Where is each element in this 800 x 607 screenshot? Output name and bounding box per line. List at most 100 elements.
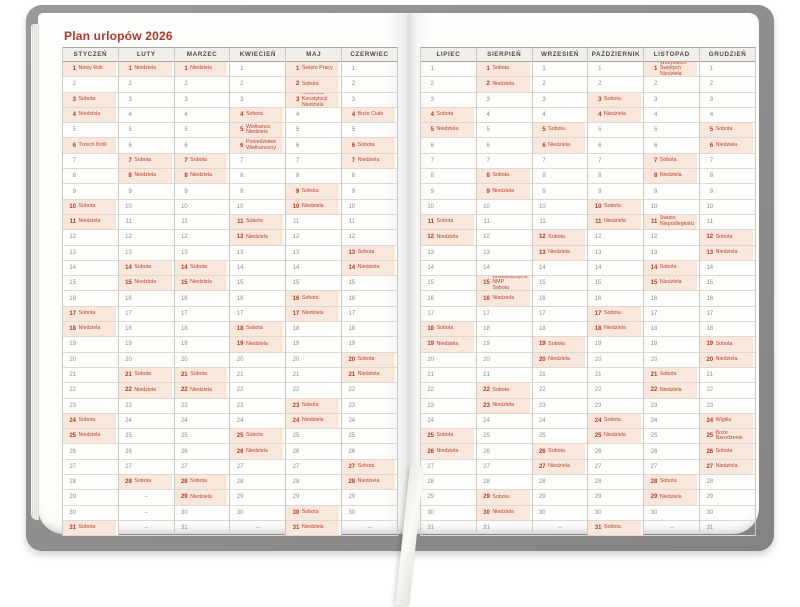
day-number: 10 [125,203,132,210]
day-number: 6 [295,142,300,149]
day-number: 19 [427,341,434,348]
day-number: 18 [706,326,714,333]
day-cell: 28 [421,475,476,491]
day-number: 19 [292,341,300,348]
day-number: 2 [598,81,602,88]
day-cell: 10 [230,200,286,215]
day-cell: 22 [588,383,644,399]
day-cell: 13 [421,246,476,261]
month-header: KWIECIEŃ [230,47,286,62]
day-cell: 10 [421,200,476,215]
day-cell: 20 [286,353,342,368]
day-cell: 15 [342,276,397,292]
day-cell: 26 Niedziela [421,444,476,460]
day-number: 18 [180,326,188,333]
day-cell: 9 Niedziela [476,184,532,200]
day-cell: 18 [644,322,700,338]
month-column: LUTY 1 Niedziela 2 3 4 5 6 7 Sobota 8 Niedziela 9 10 1… [117,47,174,537]
day-number: 14 [180,265,188,271]
day-label: Sobota [245,218,263,225]
day-number: 1 [542,66,546,73]
day-number: 15 [483,280,490,287]
day-number: 9 [240,188,244,195]
day-cell: 2 [700,77,755,93]
day-number: 2 [486,81,490,88]
day-number: 13 [69,249,76,256]
day-cell: 28 [532,475,588,491]
day-number: 7 [184,157,188,164]
day-cell: 6 [174,138,230,154]
day-number: 24 [69,417,76,424]
day-cell: 20 [476,353,532,368]
day-label: Sobota [134,157,152,164]
day-cell: 25 [644,429,700,445]
day-number: 15 [348,280,356,287]
month-header: LUTY [118,47,174,62]
day-cell: 8 [63,169,118,185]
day-cell: 29 Niedziela [644,490,700,506]
day-cell: 18 [700,322,755,338]
day-cell: 17 [644,307,700,323]
day-cell: 1 Święto Pracy [286,62,342,78]
day-number: 22 [292,387,300,394]
day-cell: 23 [342,399,397,414]
day-number: 29 [69,494,76,501]
day-cell: 10 [532,200,588,215]
day-cell: – [342,521,397,537]
day-label: Niedziela [603,111,626,118]
day-cell: 13 [644,246,700,261]
day-cell: 6 Niedziela [532,138,588,154]
day-cell: 22 [700,383,755,399]
day-number: 13 [483,249,490,256]
day-number: 27 [594,463,602,470]
day-cell: 8 Niedziela [118,169,174,185]
day-number: 4 [430,112,434,119]
day-number: 1 [709,66,714,73]
day-number: 13 [650,249,658,256]
day-number: 20 [236,356,244,363]
day-label: Sobota [301,508,319,515]
day-label: Sobota [301,80,319,87]
day-cell: 9 [342,184,397,200]
day-cell: 15 [286,276,342,292]
day-cell: 5 Sobota [700,123,755,139]
day-cell: 9 [118,184,174,200]
day-cell: 16 [700,291,755,307]
day-cell: 12 [174,230,230,246]
day-number: 22 [69,387,76,394]
day-cell: 26 [476,444,532,460]
day-cell: 31 [700,521,755,537]
day-number: 27 [650,463,658,470]
day-cell: 25 Sobota [230,429,286,445]
day-number: 20 [650,356,658,363]
day-number: 28 [483,479,490,486]
day-number: 27 [706,463,714,470]
day-label: Niedziela [715,248,738,255]
month-header: MARZEC [174,47,230,62]
day-number: 16 [706,295,714,302]
day-label: Niedziela [548,355,570,362]
day-number: 22 [706,387,714,394]
day-cell: 19 [476,337,532,353]
day-cell: 29 [421,490,476,506]
day-cell: 14 Sobota [644,260,700,277]
day-number: 28 [427,479,434,486]
day-number: 25 [180,433,188,440]
day-number: 15 [538,280,546,287]
month-header: GRUDZIEŃ [700,47,755,62]
day-number: 23 [650,402,658,409]
day-number: 29 [180,494,188,501]
day-number: 16 [538,295,546,302]
day-number: 15 [650,280,658,287]
day-cell: 15 Niedziela [174,276,230,292]
day-label: Niedziela [190,172,212,179]
day-cell: 23 [230,399,286,414]
day-label: Sobota [134,371,152,378]
day-cell: 15 [588,276,644,292]
day-cell: 14 [532,261,588,277]
day-label: Sobota [659,371,677,378]
day-cell: 13 [286,246,342,261]
day-number: 26 [292,448,300,455]
day-cell: 9 [174,184,230,200]
day-cell: 25 Niedziela [588,429,644,445]
